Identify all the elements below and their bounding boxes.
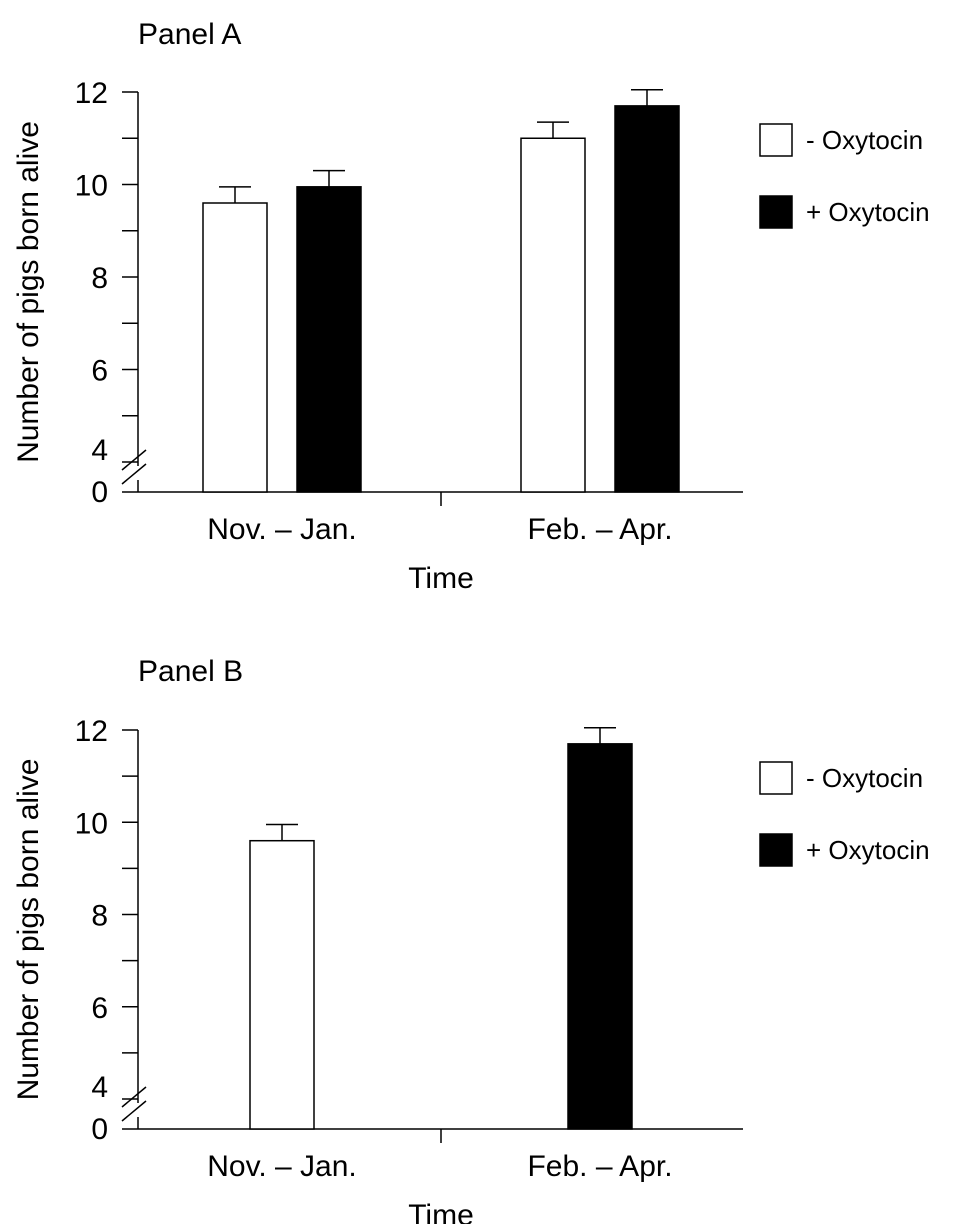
- y-tick-label: 6: [91, 355, 108, 388]
- chart-panel-b: Panel B 0 4 6 8 10 12 Number of pigs born alive…: [12, 655, 930, 1224]
- bar-minus-oxytocin: [202, 202, 268, 493]
- x-category-label: Nov. – Jan.: [207, 1150, 357, 1183]
- x-category-label: Feb. – Apr.: [527, 1150, 672, 1183]
- x-category-label: Nov. – Jan.: [207, 513, 357, 546]
- y-tick-label: 4: [91, 434, 108, 467]
- panel-title: Panel B: [138, 655, 243, 688]
- legend-label: - Oxytocin: [806, 125, 923, 155]
- y-tick-label: 4: [91, 1071, 108, 1104]
- axis-break-mark: [121, 449, 147, 471]
- y-tick-label: 8: [91, 262, 108, 295]
- panel-title: Panel A: [138, 18, 241, 51]
- bar-minus-oxytocin: [520, 137, 586, 493]
- y-tick-label: 12: [75, 715, 108, 748]
- legend-swatch: [759, 195, 793, 229]
- y-axis-label: Number of pigs born alive: [12, 759, 45, 1101]
- x-axis-label: Time: [408, 1199, 474, 1224]
- bar-minus-oxytocin: [249, 839, 315, 1130]
- axis-break-mark: [121, 463, 147, 485]
- legend-swatch: [759, 833, 793, 867]
- bar-plus-oxytocin: [296, 186, 362, 493]
- y-tick-label: 8: [91, 900, 108, 933]
- x-axis-label: Time: [408, 562, 474, 595]
- bar-plus-oxytocin: [567, 743, 633, 1130]
- axis-break-mark: [121, 1100, 147, 1122]
- chart-panel-a: Panel A 0 4 6 8 10 12 Number of pigs born alive…: [12, 18, 930, 595]
- y-tick-label: 0: [91, 1113, 108, 1146]
- y-axis-label: Number of pigs born alive: [12, 121, 45, 463]
- legend-label: + Oxytocin: [806, 197, 930, 227]
- axis-break-mark: [121, 1086, 147, 1108]
- y-tick-label: 10: [75, 807, 108, 840]
- y-tick-label: 6: [91, 992, 108, 1025]
- legend-swatch: [759, 123, 793, 157]
- bar-plus-oxytocin: [614, 105, 680, 493]
- y-tick-label: 0: [91, 476, 108, 509]
- y-tick-label: 10: [75, 170, 108, 203]
- x-category-label: Feb. – Apr.: [527, 513, 672, 546]
- legend-label: + Oxytocin: [806, 835, 930, 865]
- legend-swatch: [759, 761, 793, 795]
- y-tick-label: 12: [75, 77, 108, 110]
- legend-label: - Oxytocin: [806, 763, 923, 793]
